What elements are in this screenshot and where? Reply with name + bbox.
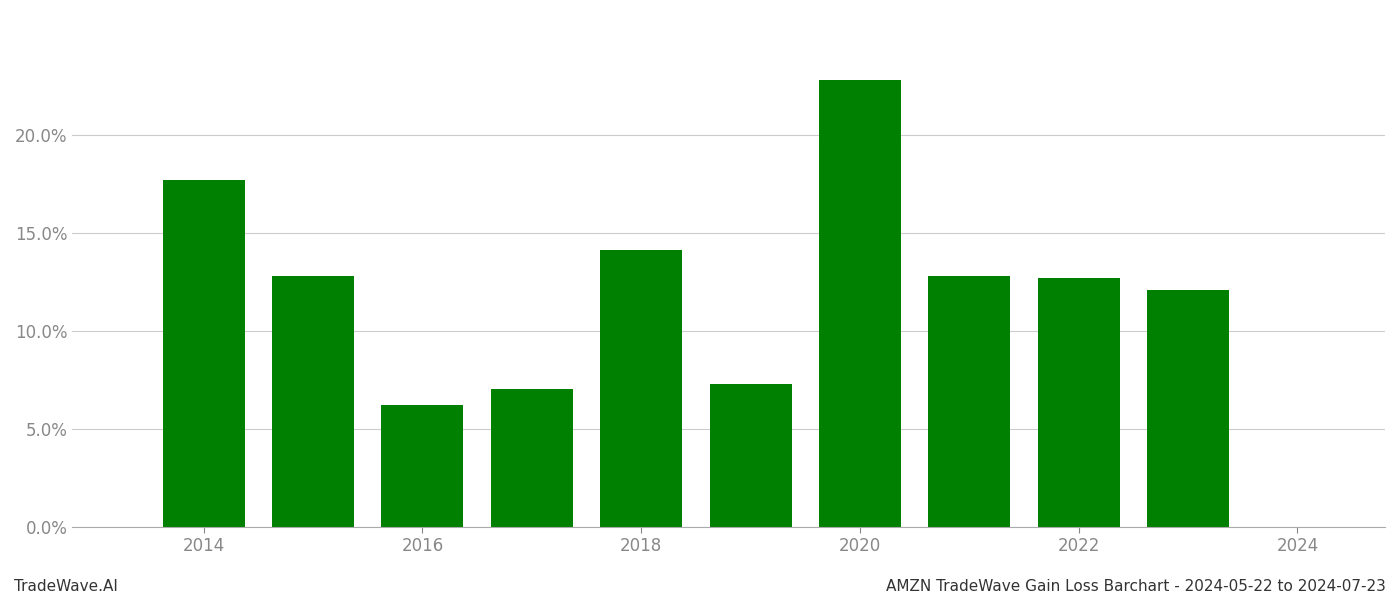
Bar (1037, 278, 1120, 527)
Bar (928, 276, 1011, 527)
Bar (819, 80, 902, 527)
Bar (491, 389, 573, 527)
Bar (162, 180, 245, 527)
Text: AMZN TradeWave Gain Loss Barchart - 2024-05-22 to 2024-07-23: AMZN TradeWave Gain Loss Barchart - 2024… (886, 579, 1386, 594)
Bar (601, 250, 682, 527)
Bar (1147, 290, 1229, 527)
Bar (710, 383, 791, 527)
Bar (381, 405, 463, 527)
Bar (272, 276, 354, 527)
Text: TradeWave.AI: TradeWave.AI (14, 579, 118, 594)
